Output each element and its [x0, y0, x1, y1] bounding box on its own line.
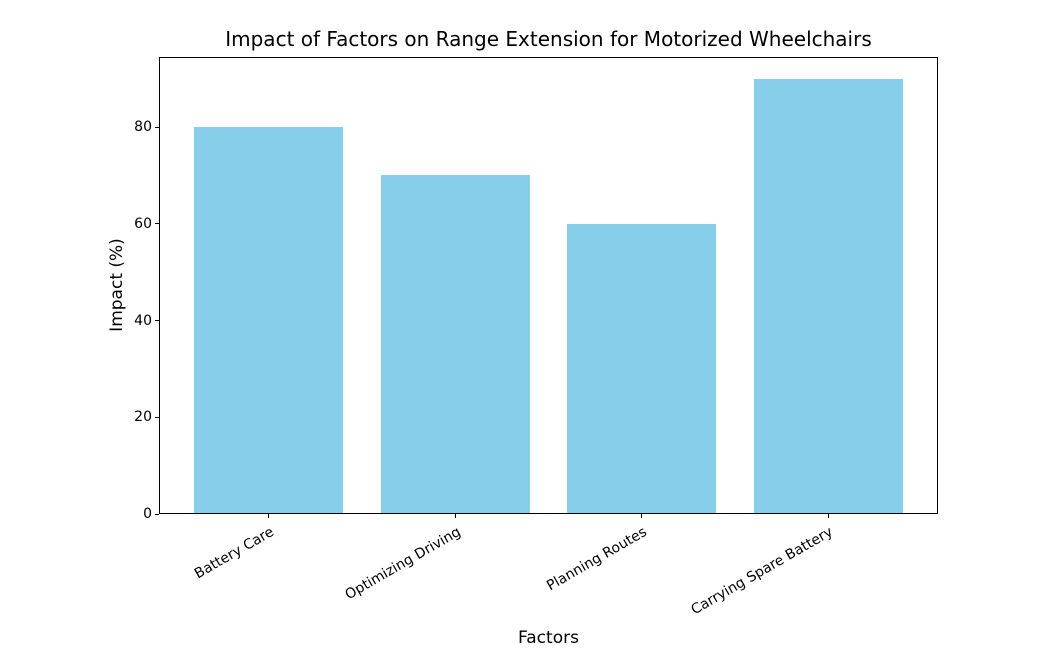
x-tick-mark [268, 514, 270, 518]
y-tick-mark [155, 223, 159, 225]
x-axis-label: Factors [518, 628, 579, 648]
y-tick-label: 80 [134, 119, 152, 136]
y-tick-label: 40 [134, 312, 152, 329]
x-tick-mark [454, 514, 456, 518]
bar-planning-routes [567, 223, 717, 514]
y-tick-mark [155, 320, 159, 322]
y-tick-mark [155, 416, 159, 418]
x-tick-label: Carrying Spare Battery [688, 524, 837, 619]
x-tick-mark [827, 514, 829, 518]
chart-title: Impact of Factors on Range Extension for… [225, 27, 872, 51]
y-tick-mark [155, 513, 159, 515]
y-tick-label: 0 [143, 506, 152, 522]
y-tick-label: 20 [134, 409, 152, 426]
y-tick-label: 60 [134, 215, 152, 232]
x-tick-label: Optimizing Driving [342, 524, 464, 604]
bar-battery-care [194, 127, 344, 514]
x-tick-mark [641, 514, 643, 518]
x-tick-label: Battery Care [192, 524, 277, 583]
bar-carrying-spare-battery [753, 78, 903, 514]
bar-optimizing-driving [380, 175, 530, 514]
y-tick-mark [155, 126, 159, 128]
plot-area [159, 57, 938, 514]
x-tick-label: Planning Routes [544, 524, 650, 595]
